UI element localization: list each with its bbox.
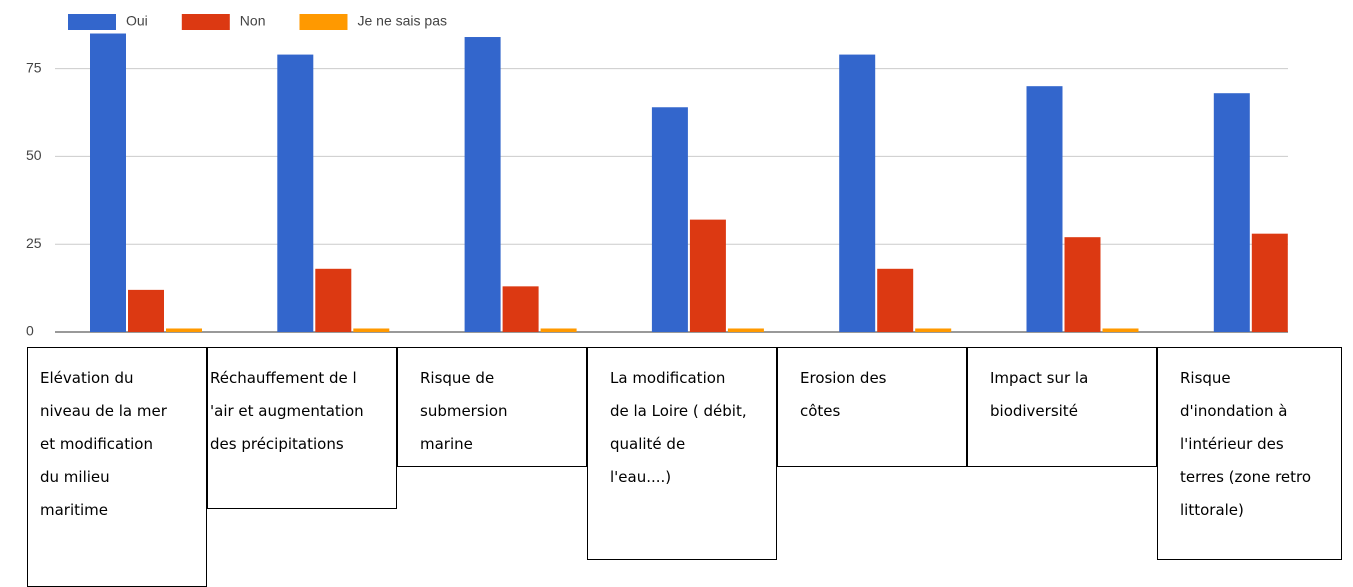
legend-label: Non [240, 13, 266, 29]
bar [727, 328, 764, 332]
bar [1251, 233, 1288, 332]
bar [915, 328, 952, 332]
bar [1102, 328, 1139, 332]
category-label: Réchauffement de l 'air et augmentation … [207, 347, 397, 509]
bar [464, 37, 501, 332]
bar [502, 286, 539, 332]
bar [277, 54, 314, 333]
bar [90, 33, 126, 332]
y-tick-label: 0 [26, 323, 34, 339]
category-label: Elévation du niveau de la mer et modific… [27, 347, 207, 587]
legend-label: Je ne sais pas [357, 13, 447, 29]
bar [128, 289, 164, 332]
category-label: Impact sur la biodiversité [967, 347, 1157, 467]
category-label: Risque de submersion marine [397, 347, 587, 467]
category-label: Erosion des côtes [777, 347, 967, 467]
bar [1064, 237, 1101, 332]
bar [315, 268, 352, 332]
bar [540, 328, 577, 332]
bar [651, 107, 688, 332]
y-tick-label: 75 [26, 59, 42, 75]
bar [689, 219, 726, 332]
bar [1213, 93, 1250, 332]
bar [877, 268, 914, 332]
chart: 0 25 50 75 Oui Non Je ne sais pas [26, 13, 1288, 339]
y-tick-label: 50 [26, 147, 42, 163]
legend-swatch [299, 14, 348, 30]
category-label: Risque d'inondation à l'intérieur des te… [1157, 347, 1342, 560]
legend-label: Oui [126, 13, 148, 29]
bar [353, 328, 390, 332]
legend-swatch [68, 14, 116, 30]
bar [166, 328, 202, 332]
bar [1026, 86, 1063, 333]
category-label: La modification de la Loire ( débit, qua… [587, 347, 777, 560]
y-tick-label: 25 [26, 235, 42, 251]
bar [839, 54, 876, 333]
legend-swatch [181, 14, 230, 30]
